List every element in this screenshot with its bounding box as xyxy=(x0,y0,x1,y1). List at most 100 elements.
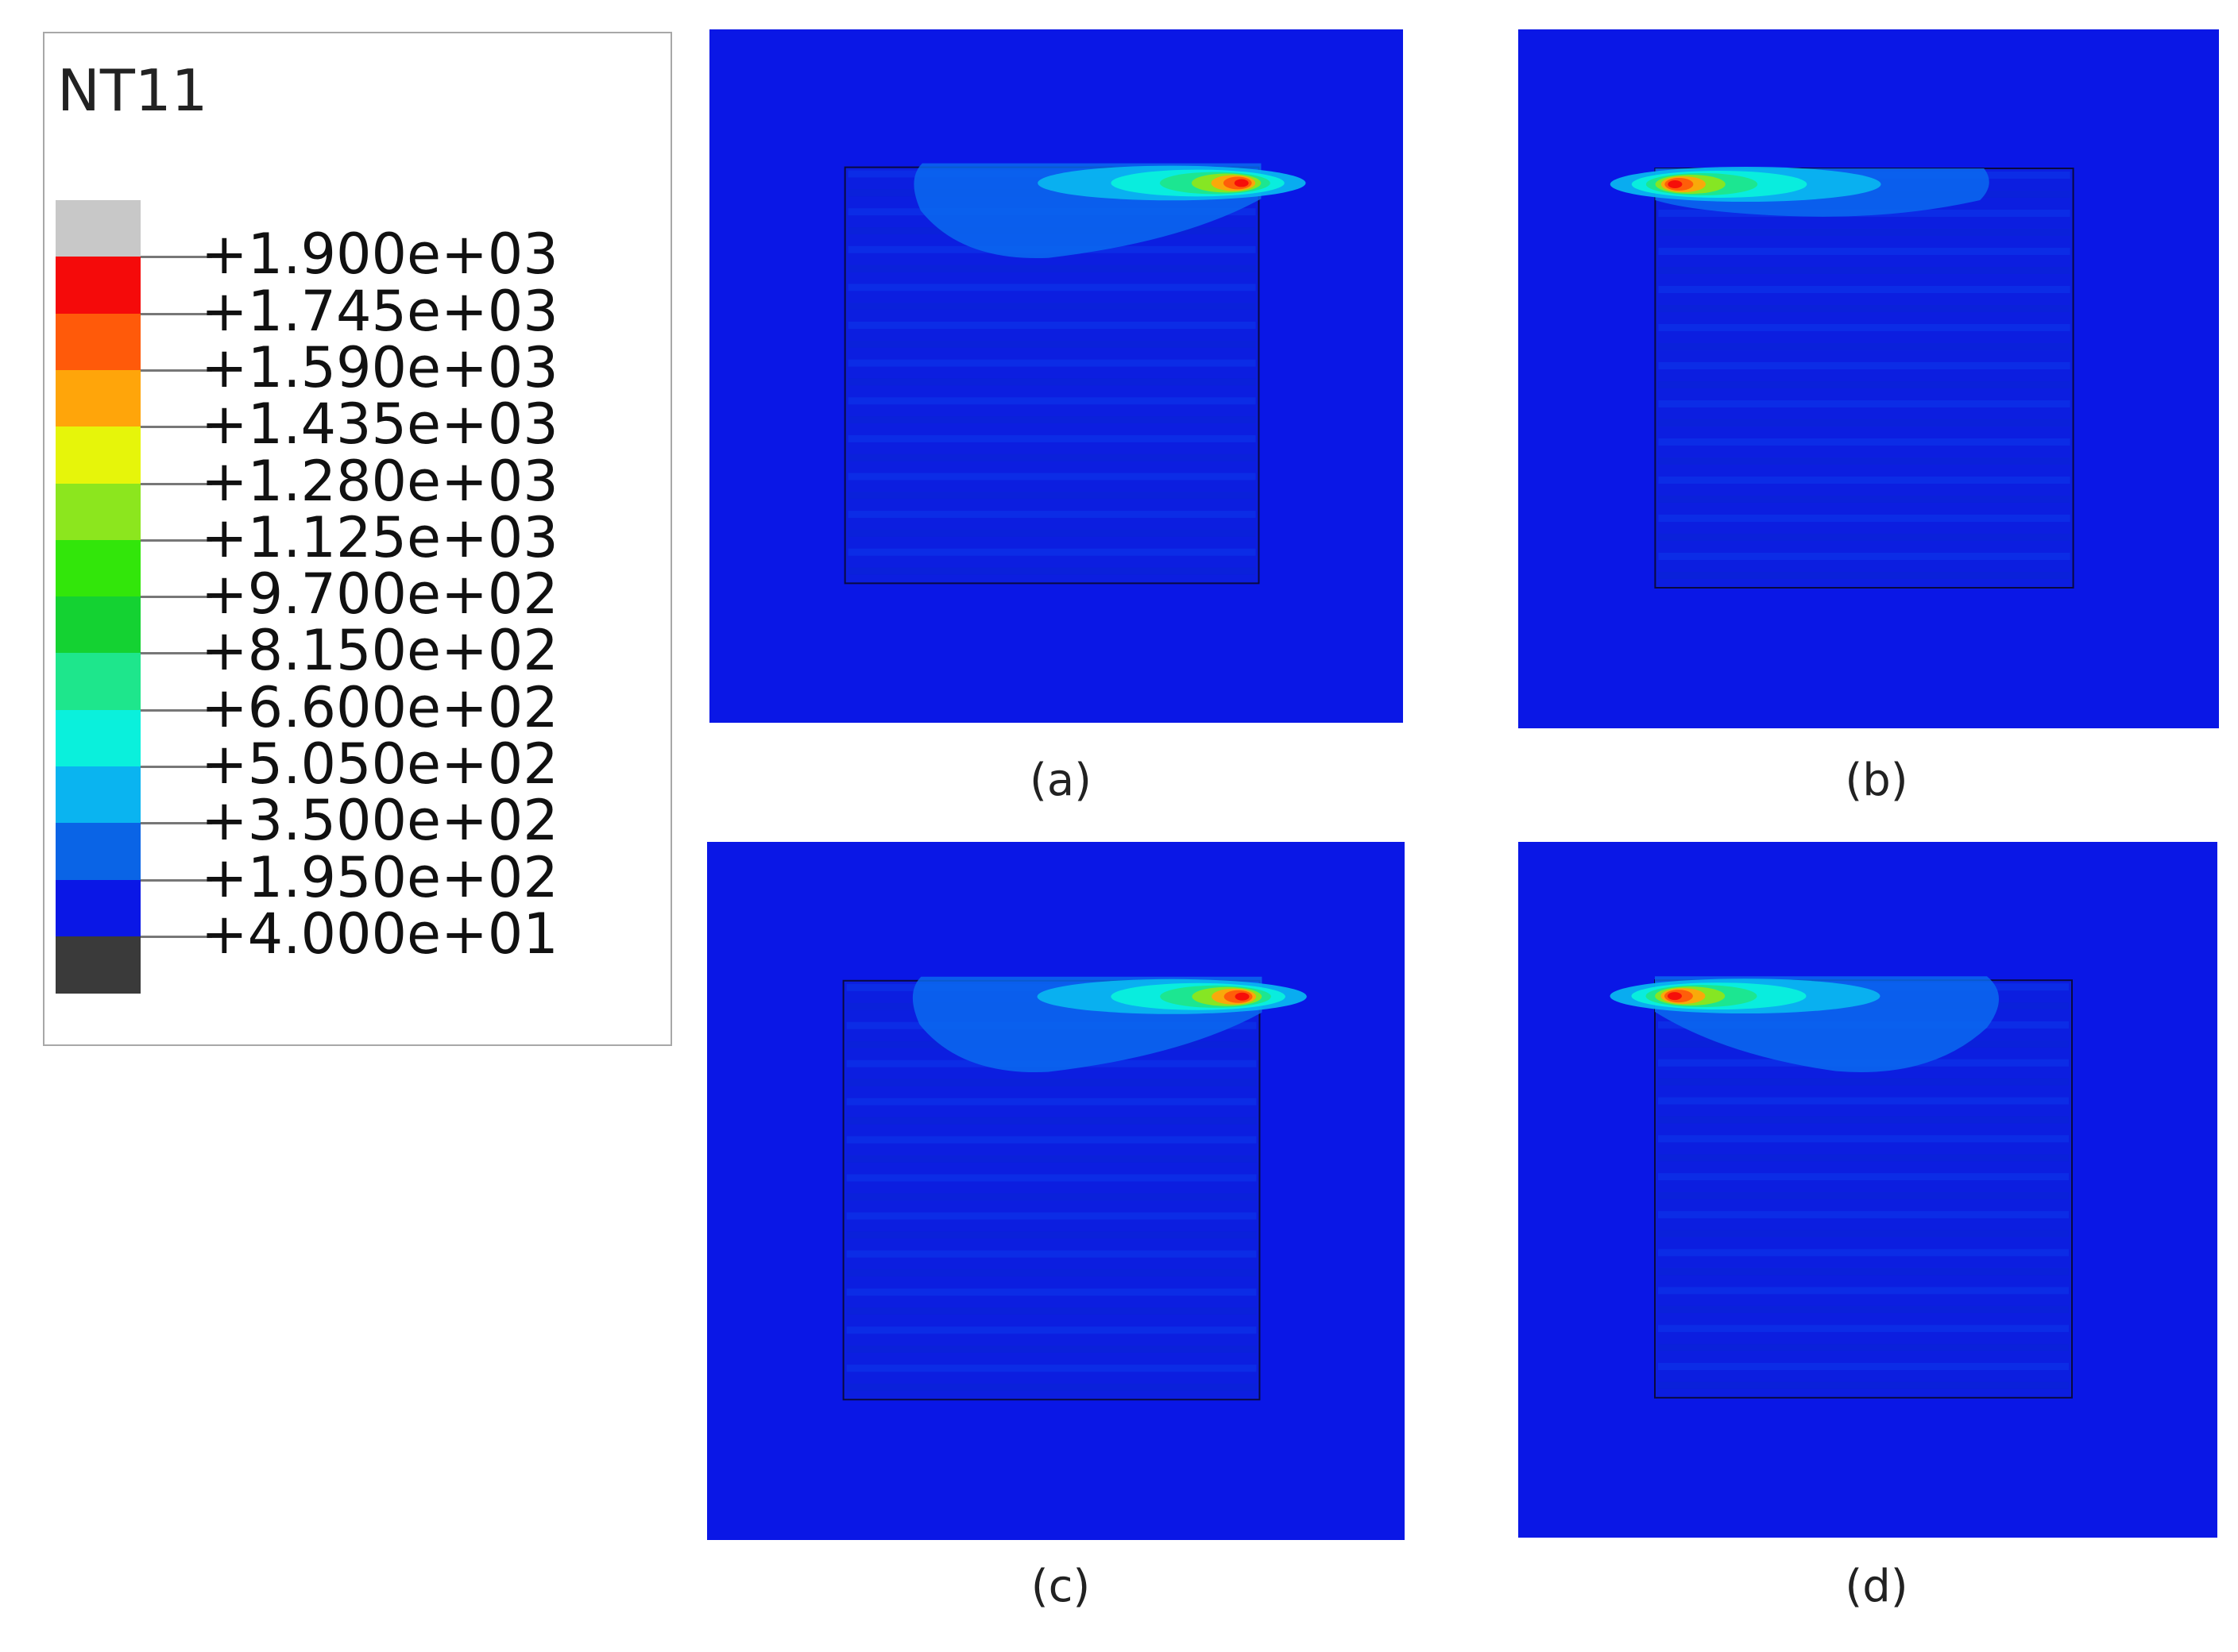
deposit-track xyxy=(1658,457,2070,465)
deposit-track xyxy=(1658,1097,2069,1105)
deposit-track xyxy=(1658,496,2070,503)
legend-swatch xyxy=(56,369,141,428)
deposit-track xyxy=(1658,419,2070,427)
legend-swatch xyxy=(56,709,141,767)
deposit-track xyxy=(846,1326,1257,1334)
legend-label: +1.950e+02 xyxy=(201,844,559,910)
deposit-track xyxy=(1658,1154,2069,1162)
legend-swatch xyxy=(56,427,141,484)
deposit-track xyxy=(846,1307,1257,1315)
deposit-track xyxy=(846,1136,1257,1144)
iso-band xyxy=(1234,179,1249,187)
contour-plot xyxy=(1518,842,2217,1538)
deposit-track xyxy=(1658,1116,2069,1124)
deposit-track xyxy=(848,548,1256,556)
deposit-track xyxy=(846,1117,1257,1125)
legend-tick xyxy=(141,878,212,882)
deposit-track xyxy=(848,397,1256,405)
legend-tick xyxy=(141,256,212,259)
legend-tick xyxy=(141,482,212,485)
legend-swatch xyxy=(56,257,141,315)
legend-swatch xyxy=(56,596,141,654)
caption-d: (d) xyxy=(1845,1561,1908,1612)
legend-title: NT11 xyxy=(57,57,208,124)
contour-plot xyxy=(709,29,1403,723)
legend-swatch xyxy=(56,766,141,824)
contour-plot xyxy=(1518,29,2219,728)
deposit-track xyxy=(848,284,1256,291)
legend-tick xyxy=(141,652,212,655)
deposit-track xyxy=(1658,1229,2069,1237)
deposit-track xyxy=(846,1155,1257,1163)
legend-label: +5.050e+02 xyxy=(201,731,559,797)
caption-b: (b) xyxy=(1845,755,1908,806)
deposit-track xyxy=(1658,286,2070,293)
deposit-track xyxy=(846,1288,1257,1296)
deposit-track xyxy=(846,1345,1257,1353)
legend-tick xyxy=(141,596,212,599)
contour-panel-d xyxy=(1518,842,2217,1538)
legend-label: +3.500e+02 xyxy=(201,788,559,854)
legend-tick xyxy=(141,426,212,429)
deposit-track xyxy=(848,529,1256,537)
deposit-track xyxy=(1658,248,2070,255)
deposit-track xyxy=(846,1384,1257,1391)
deposit-track xyxy=(1658,1135,2069,1143)
deposit-track xyxy=(1658,1191,2069,1199)
legend-box xyxy=(43,32,672,1046)
legend-swatch xyxy=(56,823,141,881)
legend-tick xyxy=(141,369,212,372)
deposit-track xyxy=(1658,515,2070,522)
legend-label: +8.150e+02 xyxy=(201,618,559,684)
deposit-track xyxy=(846,1269,1257,1277)
caption-a: (a) xyxy=(1029,755,1092,806)
deposit-track xyxy=(846,1212,1257,1220)
iso-band xyxy=(1235,992,1250,1001)
legend-label: +1.900e+03 xyxy=(201,222,559,288)
deposit-track xyxy=(1658,343,2070,350)
deposit-track xyxy=(848,473,1256,481)
legend-tick xyxy=(141,708,212,712)
deposit-track xyxy=(1658,1268,2069,1276)
legend-tick xyxy=(141,822,212,825)
deposit-track xyxy=(1658,1210,2069,1218)
deposit-track xyxy=(848,434,1256,442)
legend-label: +4.000e+01 xyxy=(201,901,559,967)
deposit-track xyxy=(1658,1078,2069,1086)
legend-label: +1.125e+03 xyxy=(201,504,559,570)
deposit-track xyxy=(1658,534,2070,541)
deposit-track xyxy=(1658,324,2070,331)
deposit-track xyxy=(848,322,1256,329)
legend-swatch xyxy=(56,653,141,711)
deposit-track xyxy=(1658,1344,2069,1352)
deposit-track xyxy=(846,1231,1257,1239)
legend-swatch xyxy=(56,539,141,598)
deposit-track xyxy=(848,264,1256,272)
deposit-track xyxy=(1658,1381,2069,1389)
legend-label: +1.280e+03 xyxy=(201,448,559,514)
legend-swatch xyxy=(56,936,141,994)
deposit-track xyxy=(846,1079,1257,1087)
iso-band xyxy=(1668,180,1683,188)
deposit-track xyxy=(848,378,1256,386)
deposit-track xyxy=(848,303,1256,311)
deposit-track xyxy=(1658,1363,2069,1370)
legend-swatch xyxy=(56,483,141,541)
deposit-track xyxy=(848,416,1256,424)
deposit-track xyxy=(848,511,1256,519)
deposit-track xyxy=(1658,477,2070,484)
deposit-track xyxy=(846,1193,1257,1201)
deposit-track xyxy=(846,1098,1257,1106)
contour-panel-a xyxy=(709,29,1403,723)
deposit-track xyxy=(848,454,1256,461)
deposit-track xyxy=(1658,1325,2069,1333)
legend-tick xyxy=(141,766,212,768)
contour-plot xyxy=(707,842,1405,1540)
deposit-track xyxy=(848,492,1256,500)
deposit-track xyxy=(848,567,1256,575)
deposit-track xyxy=(1658,400,2070,407)
deposit-track xyxy=(848,359,1256,367)
deposit-track xyxy=(1658,438,2070,446)
deposit-track xyxy=(1658,572,2070,579)
deposit-track xyxy=(1658,229,2070,236)
